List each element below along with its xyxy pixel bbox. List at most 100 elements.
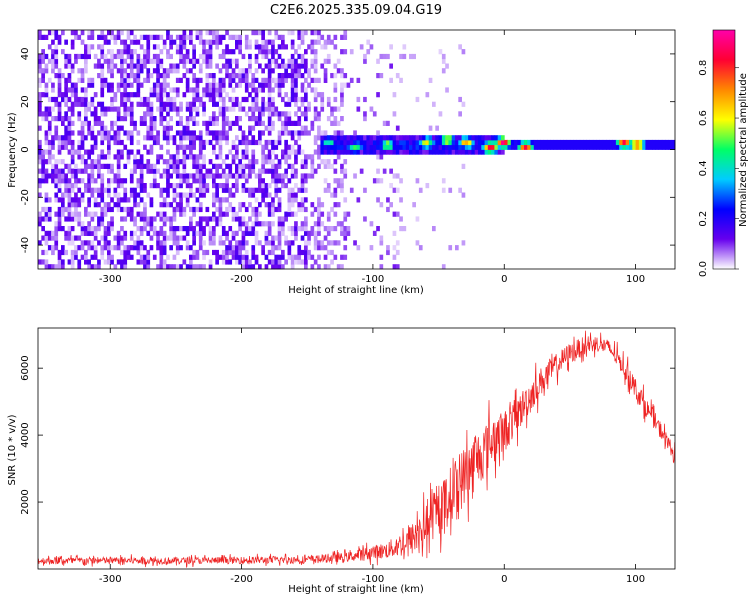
spectrogram-cell [231, 249, 236, 256]
spectrogram-cell [67, 226, 72, 232]
spectrogram-cell [90, 149, 95, 155]
spectrogram-cell [363, 187, 367, 193]
spectrogram-cell [340, 82, 344, 88]
spectrogram-cell [635, 139, 640, 146]
spectrogram-cell [64, 39, 68, 45]
spectrogram-cell [61, 92, 65, 98]
spectrogram-cell [244, 240, 249, 246]
spectrogram-cell [274, 163, 279, 169]
spectrogram-cell [103, 163, 108, 169]
spectrogram-cell [215, 168, 219, 174]
spectrogram-cell [156, 245, 160, 251]
spectrogram-cell [281, 254, 285, 260]
spectrogram-cell [261, 106, 265, 112]
spectrogram-cell [156, 82, 160, 88]
spectrogram-cell [297, 68, 302, 74]
spectrogram-cell [258, 30, 262, 36]
spectrogram-cell [333, 73, 338, 79]
spectrogram-cell [205, 92, 210, 98]
spectrogram-cell [248, 106, 252, 112]
spectrogram-cell [218, 82, 223, 88]
spectrogram-cell [74, 183, 78, 189]
spectrogram-cell [569, 144, 574, 150]
spectrogram-cell [287, 101, 292, 107]
spectrogram-cell [389, 63, 393, 69]
spectrogram-cell [110, 106, 114, 112]
spectrogram-cell [254, 211, 259, 217]
spectrogram-cell [487, 144, 492, 150]
spectrogram-cell [93, 111, 98, 117]
spectrogram-cell [326, 101, 331, 107]
spectrogram-cell [152, 216, 157, 222]
spectrogram-cell [90, 173, 95, 179]
spectrogram-cell [70, 187, 75, 193]
spectrogram-cell [563, 144, 568, 150]
spectrogram-cell [139, 226, 144, 232]
spectrogram-cell [97, 116, 101, 122]
spectrogram-cell [198, 154, 203, 160]
spectrogram-cell [392, 211, 397, 217]
spectrogram-cell [326, 249, 331, 256]
spectrogram-cell [271, 120, 275, 126]
spectrogram-cell [254, 221, 259, 227]
spectrogram-cell [586, 139, 590, 146]
spectrogram-cell [290, 187, 295, 193]
spectrogram-cell [228, 49, 233, 55]
spectrogram-cell [330, 206, 334, 213]
spectrogram-cell [294, 197, 298, 203]
spectrogram-cell [550, 144, 554, 150]
spectrogram-cell [264, 183, 269, 189]
spectrogram-cell [225, 130, 229, 136]
spectrogram-cell [87, 130, 91, 136]
spectrogram-cell [386, 149, 390, 155]
spectrogram-cell [80, 144, 85, 150]
spectrogram-cell [471, 135, 476, 141]
spectrogram-cell [461, 144, 466, 150]
spectrogram-cell [57, 139, 62, 146]
spectrogram-cell [231, 192, 236, 198]
spectrogram-cell [159, 34, 164, 40]
spectrogram-cell [185, 68, 190, 74]
spectrogram-cell [294, 68, 298, 74]
spectrogram-cell [146, 230, 151, 236]
spectrogram-cell [458, 44, 462, 50]
spectrogram-cell [126, 49, 131, 55]
spectrogram-cell [179, 245, 183, 251]
spectrogram-cell [215, 259, 219, 265]
spectrogram-cell [61, 139, 65, 146]
spectrogram-cell [67, 53, 72, 60]
spectrogram-cell [428, 144, 433, 150]
spectrogram-cell [248, 226, 252, 232]
spectrogram-cell [192, 49, 196, 55]
spectrogram-cell [100, 187, 105, 193]
spectrogram-cell [300, 235, 305, 241]
spectrogram-cell [133, 192, 137, 198]
spectrogram-cell [556, 144, 561, 150]
spectrogram-cell [107, 106, 111, 112]
spectrogram-cell [84, 96, 88, 103]
spectrogram-cell [221, 125, 226, 131]
spectrogram-cell [205, 183, 210, 189]
spectrogram-cell [47, 111, 52, 117]
spectrogram-cell [484, 144, 489, 150]
spectrogram-cell [129, 58, 134, 64]
spectrogram-cell [320, 240, 325, 246]
spectrogram-cell [80, 197, 85, 203]
spectrogram-cell [67, 163, 72, 169]
spectrogram-cell [129, 111, 134, 117]
spectrogram-cell [77, 149, 82, 155]
spectrogram-cell [294, 235, 298, 241]
spectrogram-cell [185, 116, 190, 122]
spectrogram-cell [379, 254, 384, 260]
spectrogram-cell [195, 206, 200, 213]
spectrogram-cell [57, 206, 62, 213]
spectrogram-cell [80, 96, 85, 103]
spectrogram-cell [64, 173, 68, 179]
spectrogram-cell [120, 63, 124, 69]
spectrogram-cell [67, 187, 72, 193]
spectrogram-cell [304, 106, 308, 112]
spectrogram-cell [235, 240, 239, 246]
spectrogram-cell [238, 168, 242, 174]
spectrogram-cell [415, 240, 420, 246]
